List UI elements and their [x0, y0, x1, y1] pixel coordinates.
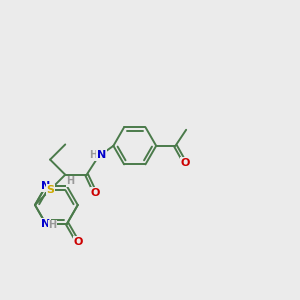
Text: N: N: [41, 218, 50, 229]
Text: H: H: [89, 150, 98, 160]
Text: S: S: [46, 185, 54, 195]
Text: H: H: [48, 220, 56, 230]
Text: N: N: [41, 182, 50, 191]
Text: N: N: [97, 150, 106, 160]
Text: O: O: [91, 188, 100, 198]
Text: O: O: [180, 158, 190, 168]
Text: O: O: [73, 237, 83, 247]
Text: H: H: [66, 176, 74, 186]
